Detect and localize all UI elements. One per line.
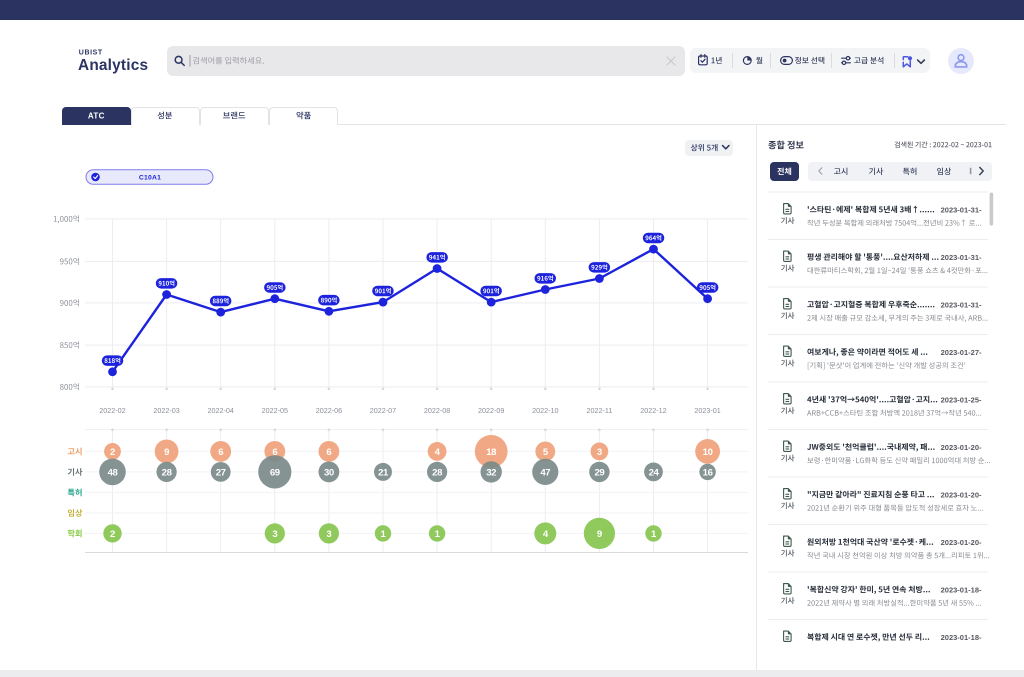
svg-text:10: 10: [703, 447, 713, 458]
svg-text:2023-01-18-: 2023-01-18-: [941, 585, 982, 594]
svg-text:47: 47: [540, 468, 550, 479]
svg-text:2023-01-31-: 2023-01-31-: [941, 205, 982, 214]
svg-text:2023-01-25-: 2023-01-25-: [941, 395, 982, 404]
svg-text:48: 48: [108, 468, 119, 479]
svg-text:UBIST: UBIST: [79, 50, 103, 57]
svg-text:2023-01-20-: 2023-01-20-: [941, 443, 982, 452]
svg-text:ATC: ATC: [88, 112, 105, 121]
svg-text:24: 24: [649, 468, 660, 479]
svg-text:2022-06: 2022-06: [316, 406, 342, 415]
svg-text:2023-01: 2023-01: [694, 406, 720, 415]
svg-text:6: 6: [272, 447, 277, 458]
svg-text:9: 9: [597, 529, 602, 540]
svg-text:2: 2: [110, 529, 115, 540]
svg-text:4: 4: [435, 447, 441, 458]
svg-text:1: 1: [381, 529, 387, 540]
svg-text:2022-07: 2022-07: [370, 406, 396, 415]
svg-text:4: 4: [543, 529, 549, 540]
svg-text:2023-01-18-: 2023-01-18-: [941, 633, 982, 642]
svg-text:2022-04: 2022-04: [208, 406, 234, 415]
svg-text:28: 28: [432, 468, 443, 479]
svg-text:6: 6: [218, 447, 223, 458]
svg-text:3: 3: [326, 529, 331, 540]
svg-text:Analytics: Analytics: [78, 57, 148, 74]
svg-text:2: 2: [110, 447, 115, 458]
svg-text:2023-01-31-: 2023-01-31-: [941, 253, 982, 262]
svg-text:3: 3: [272, 529, 277, 540]
svg-text:28: 28: [162, 468, 173, 479]
svg-text:2022-08: 2022-08: [424, 406, 450, 415]
svg-text:2022-02: 2022-02: [99, 406, 125, 415]
svg-text:2023-01-20-: 2023-01-20-: [941, 538, 982, 547]
svg-text:30: 30: [324, 468, 334, 479]
svg-text:29: 29: [594, 468, 604, 479]
svg-text:2022-12: 2022-12: [640, 406, 666, 415]
svg-text:18: 18: [486, 447, 497, 458]
svg-text:9: 9: [164, 447, 169, 458]
svg-text:3: 3: [597, 447, 602, 458]
svg-text:27: 27: [216, 468, 226, 479]
svg-text:2022-10: 2022-10: [532, 406, 558, 415]
svg-text:16: 16: [703, 468, 713, 479]
svg-text:C10A1: C10A1: [139, 175, 161, 182]
svg-text:2022-03: 2022-03: [153, 406, 179, 415]
svg-text:32: 32: [486, 468, 496, 479]
svg-text:2023-01-20-: 2023-01-20-: [941, 490, 982, 499]
svg-text:2022-11: 2022-11: [586, 406, 612, 415]
svg-text:2022-09: 2022-09: [478, 406, 504, 415]
svg-text:1: 1: [651, 529, 657, 540]
svg-text:2023-01-27-: 2023-01-27-: [941, 348, 982, 357]
svg-text:5: 5: [543, 447, 549, 458]
svg-text:6: 6: [326, 447, 331, 458]
svg-text:21: 21: [378, 468, 389, 479]
svg-text:69: 69: [270, 468, 280, 479]
svg-text:1: 1: [435, 529, 441, 540]
svg-text:2023-01-31-: 2023-01-31-: [941, 300, 982, 309]
svg-text:2022-05: 2022-05: [262, 406, 288, 415]
